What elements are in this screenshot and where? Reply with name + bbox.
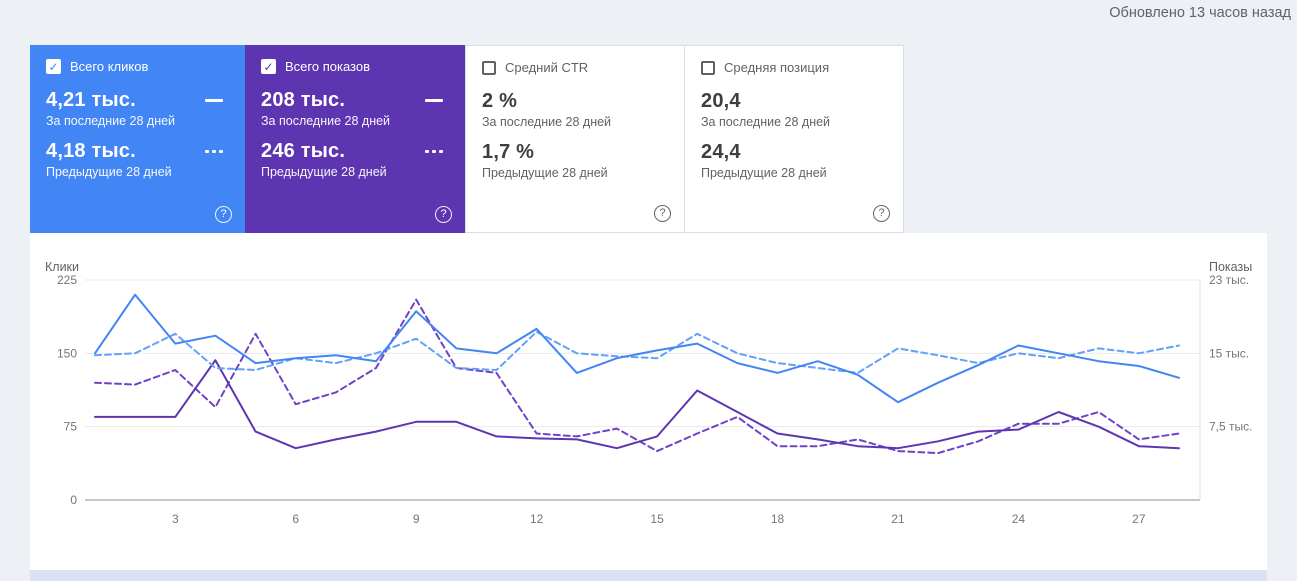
metric-card-average-position[interactable]: Средняя позиция 20,4 За последние 28 дне… — [684, 45, 904, 233]
svg-text:15 тыс.: 15 тыс. — [1209, 346, 1249, 360]
metric-value-previous: 1,7 % — [482, 140, 535, 163]
metric-cards-row: ✓ Всего кликов 4,21 тыс. За последние 28… — [30, 45, 1267, 233]
help-icon[interactable]: ? — [873, 205, 890, 222]
svg-text:23 тыс.: 23 тыс. — [1209, 273, 1249, 287]
card-header: Средняя позиция — [701, 60, 887, 75]
svg-text:21: 21 — [891, 512, 905, 526]
svg-text:12: 12 — [530, 512, 544, 526]
svg-text:0: 0 — [70, 493, 77, 507]
metric-value-previous: 24,4 — [701, 140, 741, 163]
top-status-bar: Обновлено 13 часов назад — [0, 0, 1297, 45]
svg-text:150: 150 — [57, 346, 77, 360]
help-icon[interactable]: ? — [215, 206, 232, 223]
help-icon[interactable]: ? — [435, 206, 452, 223]
previous-value-row: 1,7 % — [482, 140, 668, 164]
metric-value-current: 208 тыс. — [261, 88, 346, 111]
metric-period-previous: Предыдущие 28 дней — [46, 165, 172, 179]
svg-text:6: 6 — [292, 512, 299, 526]
svg-text:24: 24 — [1012, 512, 1026, 526]
total-clicks-checkbox[interactable]: ✓ — [46, 59, 61, 74]
svg-text:27: 27 — [1132, 512, 1146, 526]
previous-value-row: 246 тыс. — [261, 139, 449, 163]
metric-value-current: 4,21 тыс. — [46, 88, 136, 111]
svg-text:3: 3 — [172, 512, 179, 526]
dashed-line-legend-icon — [205, 149, 223, 153]
svg-text:18: 18 — [771, 512, 785, 526]
help-icon[interactable]: ? — [654, 205, 671, 222]
card-header: ✓ Всего показов — [261, 59, 449, 74]
checkmark-icon: ✓ — [48, 59, 59, 74]
svg-text:75: 75 — [64, 420, 78, 434]
checkmark-icon: ✓ — [263, 59, 274, 74]
metric-period-previous: Предыдущие 28 дней — [261, 165, 387, 179]
metric-period-current: За последние 28 дней — [46, 114, 176, 128]
metric-label: Средний CTR — [505, 60, 589, 75]
metric-card-total-impressions[interactable]: ✓ Всего показов 208 тыс. За последние 28… — [245, 45, 465, 233]
average-position-checkbox[interactable] — [701, 60, 715, 75]
card-header: ✓ Всего кликов — [46, 59, 229, 74]
metric-period-previous: Предыдущие 28 дней — [701, 166, 827, 180]
metric-card-average-ctr[interactable]: Средний CTR 2 % За последние 28 дней 1,7… — [465, 45, 685, 233]
metric-period-current: За последние 28 дней — [482, 115, 612, 129]
solid-line-legend-icon — [205, 98, 223, 102]
current-value-row: 20,4 — [701, 89, 887, 113]
previous-value-row: 24,4 — [701, 140, 887, 164]
average-ctr-checkbox[interactable] — [482, 60, 496, 75]
metric-card-total-clicks[interactable]: ✓ Всего кликов 4,21 тыс. За последние 28… — [30, 45, 245, 233]
performance-report: ✓ Всего кликов 4,21 тыс. За последние 28… — [30, 45, 1267, 581]
last-updated-text: Обновлено 13 часов назад — [1109, 5, 1291, 21]
performance-line-chart: 0 75 150 225 7,5 тыс. 15 тыс. 23 тыс. 3 6 9 12 15 18… — [57, 273, 1253, 526]
svg-text:225: 225 — [57, 273, 77, 287]
svg-text:9: 9 — [413, 512, 420, 526]
metric-label: Всего показов — [285, 59, 370, 74]
metric-period-previous: Предыдущие 28 дней — [482, 166, 608, 180]
card-header: Средний CTR — [482, 60, 668, 75]
metric-label: Всего кликов — [70, 59, 149, 74]
svg-text:15: 15 — [650, 512, 664, 526]
dashed-line-legend-icon — [425, 149, 443, 153]
total-impressions-checkbox[interactable]: ✓ — [261, 59, 276, 74]
current-value-row: 4,21 тыс. — [46, 88, 229, 112]
left-axis-title: Клики — [45, 260, 80, 274]
metric-period-current: За последние 28 дней — [261, 114, 391, 128]
current-value-row: 208 тыс. — [261, 88, 449, 112]
svg-text:7,5 тыс.: 7,5 тыс. — [1209, 420, 1252, 434]
right-axis-title: Показы — [1209, 260, 1253, 274]
metric-value-previous: 4,18 тыс. — [46, 139, 136, 162]
solid-line-legend-icon — [425, 98, 443, 102]
next-section-edge — [30, 570, 1267, 581]
axis-titles: Клики Показы — [30, 233, 1267, 274]
metric-label: Средняя позиция — [724, 60, 830, 75]
metric-value-current: 2 % — [482, 89, 518, 112]
metric-value-previous: 246 тыс. — [261, 139, 346, 162]
performance-chart-panel: Клики Показы 0 75 150 225 7,5 тыс. 15 тыс. 23 … — [30, 233, 1267, 570]
current-value-row: 2 % — [482, 89, 668, 113]
metric-value-current: 20,4 — [701, 89, 741, 112]
previous-value-row: 4,18 тыс. — [46, 139, 229, 163]
metric-period-current: За последние 28 дней — [701, 115, 831, 129]
